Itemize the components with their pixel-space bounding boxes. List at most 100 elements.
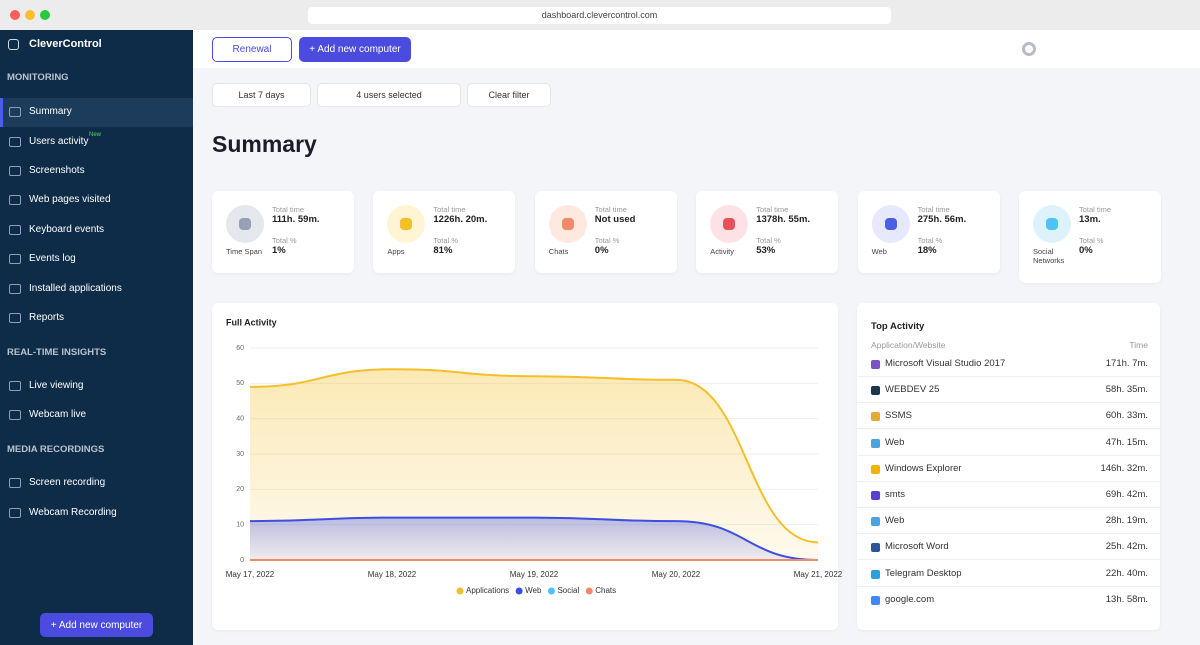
nav-item[interactable]: Webcam Recording [29,507,117,518]
x-tick-label: May 18, 2022 [368,570,417,579]
stat-pct-label: Total % [272,236,297,245]
row-divider [857,428,1160,430]
legend-label: Chats [595,586,616,595]
stat-time-label: Total time [433,205,466,214]
zoom[interactable] [40,10,50,20]
nav-item[interactable]: Reports [29,312,65,323]
stat-pct-label: Total % [1079,236,1104,245]
stat-pct-label: Total % [433,236,458,245]
app-time: 28h. 19m. [1105,515,1148,527]
address-bar[interactable]: dashboard.clevercontrol.com [308,7,891,24]
app-time: 58h. 35m. [1105,384,1148,396]
nav-item[interactable]: Screen recording [29,477,106,488]
nav-item[interactable]: Live viewing [29,380,84,391]
stat-label: Apps [387,247,405,256]
renewal-button[interactable]: Renewal [212,37,292,62]
stat-icon-glyph [1046,218,1058,230]
stat-time-label: Total time [272,205,305,214]
close[interactable] [10,10,20,20]
row-icon [871,543,880,553]
stat-label: Chats [548,247,569,256]
row-divider [857,585,1160,587]
filter-button[interactable]: 4 users selected [317,83,461,107]
stat-pct-label: Total % [756,236,781,245]
stat-icon-glyph [239,218,251,230]
nav-active [0,98,193,127]
settings-icon[interactable] [1022,42,1036,56]
stat-pct: 0% [1079,245,1093,256]
app-name: Web [885,515,905,527]
stat-label: Social Networks [1033,247,1065,265]
nav-icon [9,381,21,391]
nav-icon [9,166,21,176]
area [250,369,818,560]
stat-time: 1226h. 20m. [433,214,488,225]
stat-time: 111h. 59m. [272,214,320,225]
stat-pct: 53% [756,245,776,256]
stat-pct: 81% [433,245,453,256]
stat-time-label: Total time [917,205,950,214]
row-icon [871,360,880,369]
new-badge: New [89,132,102,138]
nav-item[interactable]: Webcam live [29,409,87,420]
app-time: 22h. 40m. [1105,567,1148,579]
legend-swatch [515,587,523,595]
stat-pct-label: Total % [917,236,943,245]
top-activity-title: Top Activity [871,321,925,332]
add-computer-button[interactable]: + Add new computer [299,37,411,62]
y-tick-label: 30 [236,451,244,458]
area [250,517,818,560]
x-tick-label: May 17, 2022 [226,570,275,579]
sidebar [0,30,193,645]
stat-time: 1378h. 55m. [756,214,811,225]
nav-item[interactable]: Installed applications [29,283,122,294]
stat-pct: 1% [272,245,286,256]
top-activity-card [857,303,1160,630]
nav-item[interactable]: Web pages visited [29,194,111,205]
nav-icon [9,284,21,294]
legend-label: Social [557,586,579,595]
url: dashboard.clevercontrol.com [541,10,658,20]
x-tick-label: May 20, 2022 [652,570,701,579]
app-name: Microsoft Word [885,541,949,553]
y-tick-label: 10 [236,522,244,529]
x-tick-label: May 19, 2022 [510,570,559,579]
app-name: Windows Explorer [885,462,962,474]
y-tick-label: 40 [236,416,244,423]
nav-item[interactable]: Keyboard events [29,224,105,235]
stat-time: 275h. 56m. [917,214,967,225]
legend-swatch [456,587,464,595]
row-icon [871,491,880,500]
nav-item[interactable]: Users activity [29,136,89,147]
legend-label: Web [525,586,542,595]
nav-icon [9,137,21,147]
y-tick-label: 60 [236,345,244,352]
nav-icon [9,508,21,518]
y-tick-label: 0 [240,557,244,564]
row-divider [857,376,1160,377]
stat-time-label: Total time [1079,205,1112,214]
row-divider [857,507,1160,508]
nav-item[interactable]: Screenshots [29,165,85,176]
nav-icon [9,478,21,488]
sidebar-button[interactable]: + Add new computer [40,613,153,637]
stat-pct-label: Total % [594,236,620,245]
row-icon [871,517,880,527]
row-icon [871,569,880,579]
nav-item[interactable]: Summary [29,106,72,117]
page-title: Summary [212,131,317,157]
stat-pct: 0% [594,245,609,256]
filter-button[interactable]: Clear filter [467,83,551,107]
legend-label: Applications [466,586,509,595]
filter-button[interactable]: Last 7 days [212,83,311,107]
row-divider [857,533,1160,535]
line [249,516,819,561]
section-heading: REAL-TIME INSIGHTS [7,347,107,358]
section-heading: MEDIA RECORDINGS [7,444,105,455]
app-name: smts [885,489,906,500]
app-name: google.com [885,593,935,605]
x-tick-label: May 21, 2022 [794,570,843,579]
minimize[interactable] [25,10,35,20]
nav-item[interactable]: Events log [29,253,76,264]
